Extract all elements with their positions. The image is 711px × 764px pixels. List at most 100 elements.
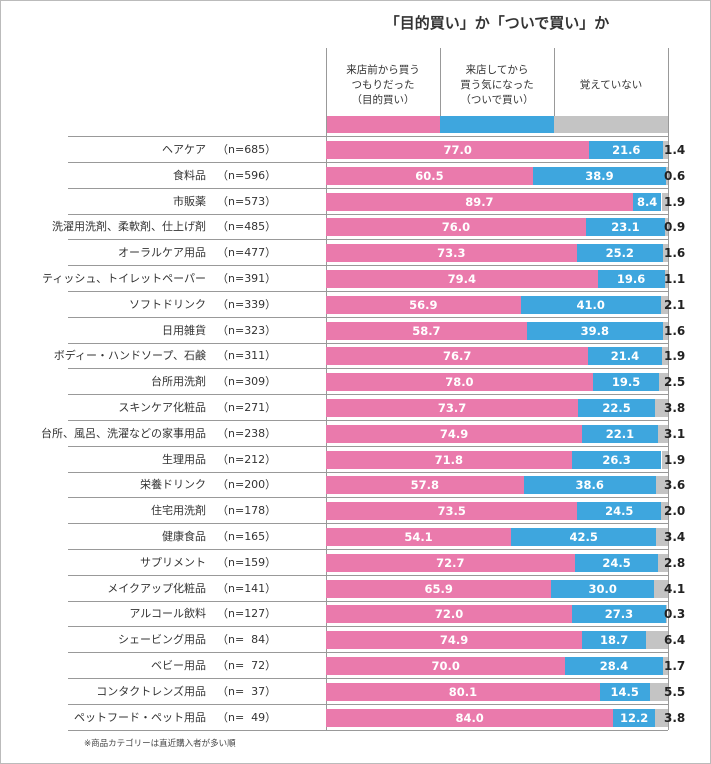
bar-segment-1 <box>589 141 664 159</box>
sample-size-label: （n=212） <box>217 452 277 466</box>
data-label-0: 65.9 <box>424 581 453 596</box>
data-label-0: 74.9 <box>439 426 469 441</box>
bar-segment-2 <box>662 657 669 675</box>
data-label-2: 5.5 <box>664 684 686 699</box>
bar-row: 台所用洗剤 （n=309） 78.0 19.5 2.5 <box>68 369 685 396</box>
row-divider <box>68 471 668 473</box>
data-label-2: 2.8 <box>664 555 686 570</box>
bar-segment-0 <box>326 424 583 443</box>
bar-segment-0 <box>326 373 593 392</box>
bar-segment-2 <box>665 605 667 624</box>
row-divider <box>68 523 668 525</box>
data-label-2: 1.4 <box>664 143 686 157</box>
category-label: ティッシュ、トイレットペーパー <box>41 272 206 285</box>
sample-size-label: （n= 84） <box>217 633 277 647</box>
bar-segment-0 <box>326 502 578 521</box>
category-label: 栄養ドリンク <box>140 478 206 492</box>
data-label-1: 19.5 <box>611 375 641 390</box>
data-label-1: 27.3 <box>604 607 634 622</box>
legend-label-1: 来店してから 買う気になった （ついで買い） <box>460 63 534 106</box>
bar-segment-2 <box>646 631 668 650</box>
bar-segment-0 <box>326 295 521 314</box>
bar-segment-2 <box>655 708 668 727</box>
bar-segment-2 <box>663 141 668 159</box>
bar-segment-0 <box>326 631 583 650</box>
data-label-2: 1.6 <box>664 323 686 338</box>
legend-label-2: 覚えていない <box>579 78 643 91</box>
row-divider <box>68 497 668 499</box>
bar-row: 市販薬 （n=573） 89.7 8.4 1.9 <box>68 189 685 215</box>
sample-size-label: （n=596） <box>217 168 277 182</box>
data-label-2: 3.4 <box>664 530 686 544</box>
sample-size-label: （n=323） <box>217 323 277 337</box>
category-label: ペットフード・ペット用品 <box>74 710 206 724</box>
footnote: ※商品カテゴリーは直近購入者が多い順 <box>84 739 236 749</box>
category-label: ベビー用品 <box>151 659 206 672</box>
bar-row: ティッシュ、トイレットペーパー （n=391） 79.4 19.6 1.1 <box>42 266 685 292</box>
bar-segment-1 <box>613 708 655 727</box>
bar-row: 栄養ドリンク （n=200） 57.8 38.6 3.6 <box>68 472 685 499</box>
bar-segment-2 <box>662 244 669 263</box>
data-label-0: 72.0 <box>434 607 464 622</box>
bar-segment-2 <box>661 347 668 366</box>
bar-segment-1 <box>526 321 663 340</box>
sample-size-label: （n=127） <box>217 607 277 621</box>
category-label: ソフトドリンク <box>129 297 206 311</box>
row-divider <box>68 600 668 602</box>
chart-title: 「目的買い」か「ついで買い」か <box>384 14 610 32</box>
category-label: ボディー・ハンドソープ、石鹸 <box>53 349 206 363</box>
bar-segment-2 <box>664 270 669 288</box>
row-divider <box>68 549 668 550</box>
data-label-0: 73.5 <box>437 504 466 519</box>
row-divider <box>68 239 668 241</box>
data-label-1: 21.4 <box>610 349 640 364</box>
bar-segment-1 <box>582 631 647 650</box>
category-label: 健康食品 <box>162 530 206 543</box>
data-label-2: 2.0 <box>664 504 686 519</box>
sample-size-label: （n=238） <box>217 426 277 440</box>
category-label: オーラルケア用品 <box>118 246 206 260</box>
row-divider <box>68 678 668 679</box>
data-label-2: 1.1 <box>664 272 686 286</box>
data-label-0: 76.7 <box>442 349 472 364</box>
data-label-0: 80.1 <box>448 684 478 699</box>
data-label-1: 18.7 <box>599 633 629 648</box>
category-label: 台所用洗剤 <box>151 375 206 389</box>
data-label-0: 72.7 <box>436 555 465 570</box>
bar-segment-2 <box>661 450 668 469</box>
sample-size-label: （n=485） <box>217 220 277 234</box>
bar-segment-0 <box>326 682 600 701</box>
row-divider <box>68 394 668 396</box>
category-label: 市販薬 <box>173 194 206 208</box>
bar-segment-2 <box>653 579 668 598</box>
row-divider <box>68 316 668 318</box>
bar-row: スキンケア化粧品 （n=271） 73.7 22.5 3.8 <box>68 395 685 421</box>
data-label-0: 77.0 <box>443 143 472 157</box>
bar-segment-0 <box>326 553 575 572</box>
data-label-1: 42.5 <box>569 530 598 544</box>
bar-segment-2 <box>661 192 668 211</box>
sample-size-label: （n=685） <box>217 143 277 156</box>
data-label-0: 71.8 <box>434 452 463 467</box>
data-label-0: 56.9 <box>409 297 438 312</box>
data-label-2: 1.6 <box>664 246 686 261</box>
bar-segment-0 <box>326 476 524 495</box>
legend-swatch-2 <box>554 116 668 133</box>
grid-line <box>68 136 668 137</box>
data-label-2: 3.8 <box>664 401 686 415</box>
bar-segment-1 <box>532 166 666 185</box>
bar-segment-0 <box>326 270 598 288</box>
category-label: 食料品 <box>173 168 206 182</box>
bar-row: 食料品 （n=596） 60.5 38.9 0.6 <box>68 163 685 189</box>
bar-segment-2 <box>655 399 668 417</box>
bar-row: 洗濯用洗剤、柔軟剤、仕上げ剤 （n=485） 76.0 23.1 0.9 <box>52 214 685 241</box>
bar-segment-0 <box>326 399 579 417</box>
row-divider <box>68 368 668 370</box>
bar-segment-0 <box>326 347 589 366</box>
data-label-1: 41.0 <box>576 297 605 312</box>
bar-segment-0 <box>326 708 614 727</box>
bar-row: ソフトドリンク （n=339） 56.9 41.0 2.1 <box>68 292 685 318</box>
bar-segment-2 <box>662 321 669 340</box>
bar-segment-0 <box>326 528 512 546</box>
data-label-2: 3.8 <box>664 710 686 725</box>
